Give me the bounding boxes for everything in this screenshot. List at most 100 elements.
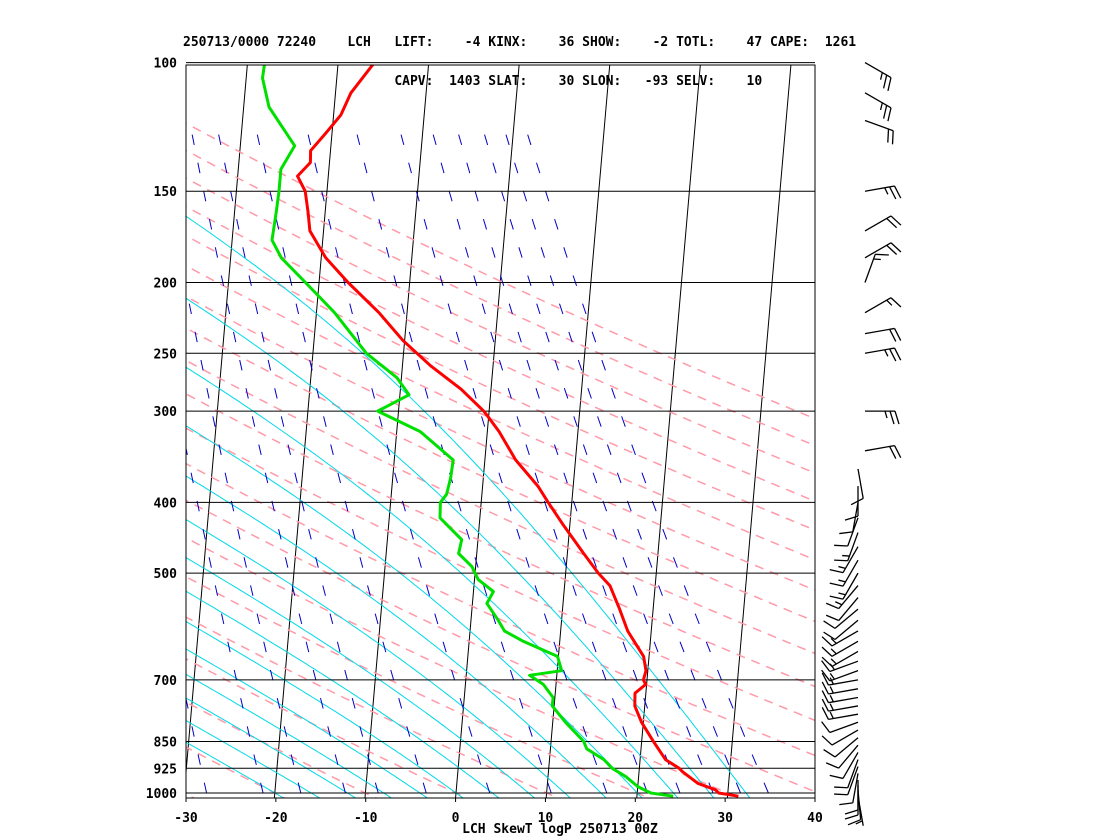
mixing-ratio-dash xyxy=(214,585,219,596)
mixing-ratio-dash xyxy=(536,162,541,174)
wind-barb-half-feather xyxy=(830,648,837,655)
mixing-ratio-dash xyxy=(563,472,568,484)
temperature-tick-label: 20 xyxy=(627,811,643,826)
mixing-ratio-dash xyxy=(537,754,543,765)
mixing-ratio-dash xyxy=(77,783,79,793)
mixing-ratio-dash xyxy=(125,135,127,145)
mixing-ratio-dash xyxy=(329,613,334,625)
mixing-ratio-dash xyxy=(431,247,436,258)
mixing-ratio-dash xyxy=(280,416,285,427)
mixing-ratio-dash xyxy=(400,134,405,146)
isotherm-line xyxy=(726,65,792,798)
plot-frame xyxy=(185,64,816,799)
mixing-ratio-dash xyxy=(363,359,368,371)
wind-barb-half-feather xyxy=(829,703,834,711)
mixing-ratio-dash xyxy=(417,557,422,568)
mixing-ratio-dash xyxy=(465,528,470,540)
mixing-ratio-dash xyxy=(668,613,674,625)
mixing-ratio-dash xyxy=(93,219,95,229)
mixing-ratio-dash xyxy=(592,472,598,484)
isotherm-line xyxy=(186,65,248,779)
mixing-ratio-dash xyxy=(573,416,578,427)
mixing-ratio-dash xyxy=(363,162,368,174)
mixing-ratio-dash xyxy=(606,444,612,456)
mixing-ratio-dash xyxy=(535,388,540,399)
mixing-ratio-dash xyxy=(612,613,617,625)
wind-barb xyxy=(864,92,892,122)
mixing-ratio-dash xyxy=(464,359,469,371)
isotherm-line xyxy=(364,65,430,798)
moist-adiabat xyxy=(186,719,321,798)
wind-barb-feather xyxy=(890,215,902,226)
wind-barb-staff xyxy=(847,517,859,547)
mixing-ratio-dash xyxy=(382,641,387,653)
mixing-ratio-dash xyxy=(349,303,353,315)
mixing-ratio-dash xyxy=(302,331,306,343)
mixing-ratio-dash xyxy=(477,754,482,765)
mixing-ratio-dash xyxy=(156,135,158,145)
mixing-ratio-dash xyxy=(498,472,503,484)
wind-barb-half-feather xyxy=(842,554,850,557)
mixing-ratio-dash xyxy=(572,585,577,596)
pressure-tick-label: 500 xyxy=(154,567,178,582)
mixing-ratio-dash xyxy=(602,585,607,596)
moist-adiabat xyxy=(186,648,429,798)
mixing-ratio-dash xyxy=(103,275,105,285)
mixing-ratio-dash xyxy=(179,416,181,426)
mixing-ratio-dash xyxy=(243,557,247,568)
moist-adiabat xyxy=(186,557,536,798)
mixing-ratio-dash xyxy=(352,528,356,540)
pressure-tick-label: 400 xyxy=(154,496,178,511)
moist-adiabat xyxy=(186,673,393,798)
mixing-ratio-dash xyxy=(545,190,550,202)
mixing-ratio-dash xyxy=(517,331,522,343)
mixing-ratio-dash xyxy=(72,755,74,765)
pressure-tick-label: 300 xyxy=(154,405,178,420)
isotherm-line xyxy=(545,65,611,798)
moist-adiabat xyxy=(186,366,679,798)
mixing-ratio-dash xyxy=(75,445,77,455)
mixing-ratio-dash xyxy=(297,782,302,794)
mixing-ratio-dash xyxy=(200,359,204,371)
mixing-ratio-dash xyxy=(224,162,228,174)
mixing-ratio-dash xyxy=(547,782,552,794)
mixing-ratio-dash xyxy=(25,135,27,145)
wind-barb-staff xyxy=(852,773,859,804)
wind-barb-feather xyxy=(882,105,888,119)
mixing-ratio-dash xyxy=(233,331,237,343)
mixing-ratio-dash xyxy=(335,247,339,258)
temperature-tick-label: -10 xyxy=(354,811,378,826)
mixing-ratio-dash xyxy=(197,162,201,174)
mixing-ratio-dash xyxy=(697,754,703,766)
mixing-ratio-dash xyxy=(367,754,371,765)
mixing-ratio-dash xyxy=(540,247,545,258)
mixing-ratio-dash xyxy=(500,641,506,653)
mixing-ratio-dash xyxy=(735,782,741,794)
mixing-ratio-dash xyxy=(591,641,597,653)
mixing-ratio-dash xyxy=(253,754,257,765)
mixing-ratio-dash xyxy=(763,782,769,794)
wind-barb xyxy=(834,766,859,796)
mixing-ratio-dash xyxy=(113,332,115,342)
wind-barb-staff xyxy=(838,744,859,769)
isotherm-line xyxy=(998,55,1063,808)
wind-barb-feather xyxy=(887,77,892,92)
mixing-ratio-dash xyxy=(294,472,298,484)
wind-barb-feather xyxy=(844,814,859,820)
dry-adiabat xyxy=(186,359,815,655)
mixing-ratio-dash xyxy=(269,669,274,681)
mixing-ratio-dash xyxy=(197,754,201,765)
mixing-ratio-dash xyxy=(307,134,312,146)
isotherm-line xyxy=(273,65,339,798)
mixing-ratio-dash xyxy=(256,134,261,146)
mixing-ratio-dash xyxy=(52,304,54,314)
mixing-ratio-dash xyxy=(190,472,194,484)
wind-barb-feather xyxy=(834,786,848,789)
mixing-ratio-dash xyxy=(61,360,63,370)
mixing-ratio-dash xyxy=(442,641,447,653)
mixing-ratio-dash xyxy=(254,303,259,315)
mixing-ratio-dash xyxy=(33,529,35,539)
mixing-ratio-dash xyxy=(248,275,252,286)
mixing-ratio-dash xyxy=(237,528,241,540)
